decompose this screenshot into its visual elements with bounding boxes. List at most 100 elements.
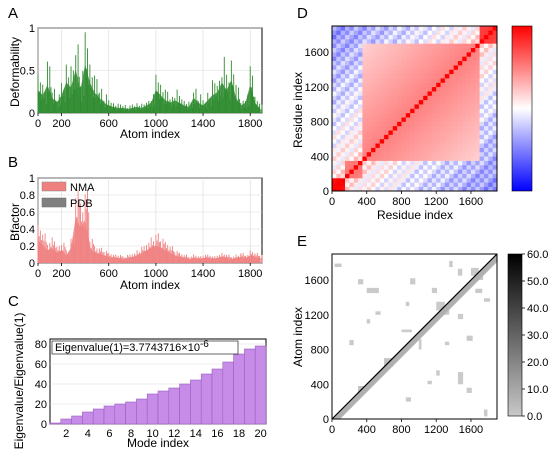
heatmap-cell: [431, 30, 437, 35]
heatmap-cell: [436, 65, 441, 70]
bar-mode-3: [71, 415, 83, 425]
heatmap-cell: [449, 91, 454, 96]
contact-patch-mirror: [457, 372, 464, 385]
heatmap-cell: [410, 86, 415, 92]
heatmap-cell: [379, 82, 385, 88]
heatmap-cell: [384, 169, 389, 174]
heatmap-cell: [405, 130, 411, 135]
heatmap-cell: [427, 164, 433, 170]
heatmap-cell: [336, 52, 341, 57]
heatmap-cell: [340, 173, 346, 179]
heatmap-cell: [483, 173, 489, 179]
x-axis-label-c: Mode index: [127, 436, 189, 450]
plot-frame-d: [331, 25, 498, 192]
heatmap-cell: [453, 30, 459, 35]
heatmap-cell: [466, 82, 472, 88]
heatmap-cell: [362, 121, 368, 127]
heatmap-cell: [418, 117, 424, 122]
heatmap-cell: [397, 82, 402, 88]
heatmap-cell: [436, 73, 441, 79]
heatmap-cell: [423, 91, 428, 96]
heatmap-cell: [470, 143, 476, 148]
heatmap-cell: [457, 151, 463, 157]
heatmap-cell: [444, 169, 450, 174]
heatmap-cell: [405, 112, 411, 118]
heatmap-cell: [462, 39, 467, 44]
colorbar-bar: [511, 25, 533, 192]
heatmap-cell: [362, 186, 368, 192]
heatmap-cell: [410, 39, 415, 44]
heatmap-cell: [358, 39, 363, 44]
heatmap-cell: [453, 108, 459, 114]
heatmap-cell: [375, 138, 381, 144]
heatmap-cell: [405, 186, 411, 192]
heatmap-cell: [457, 164, 463, 170]
heatmap-cell: [440, 82, 446, 88]
heatmap-cell: [475, 134, 480, 140]
heatmap-cell: [401, 130, 407, 135]
heatmap-cell: [431, 56, 437, 62]
heatmap-cell: [353, 160, 359, 166]
heatmap-cell: [436, 121, 441, 127]
heatmap-cell: [353, 169, 359, 174]
heatmap-cell: [431, 69, 437, 75]
heatmap-cell: [371, 112, 376, 118]
heatmap-cell: [375, 39, 381, 44]
heatmap-cell: [345, 147, 350, 153]
heatmap-cell: [358, 169, 363, 174]
heatmap-cell: [436, 169, 441, 174]
y-tick-label: 40: [35, 379, 47, 391]
heatmap-cell: [470, 52, 476, 57]
heatmap-cell: [457, 117, 463, 122]
heatmap-cell: [436, 112, 441, 118]
heatmap-cell: [340, 78, 346, 83]
heatmap-cell: [457, 26, 463, 31]
heatmap-cell: [427, 99, 433, 105]
heatmap-cell: [457, 95, 463, 101]
heatmap-cell: [392, 34, 398, 40]
x-axis-label-d: Residue index: [377, 208, 453, 222]
heatmap-cell: [453, 104, 459, 109]
heatmap-cell: [405, 30, 411, 35]
heatmap-cell: [470, 30, 476, 35]
heatmap-cell: [457, 78, 463, 83]
heatmap-cell: [349, 156, 355, 161]
heatmap-cell: [349, 34, 355, 40]
heatmap-cell: [336, 143, 341, 148]
heatmap-cell: [410, 160, 415, 166]
heatmap-cell: [388, 78, 394, 83]
x-ticks-d: 0 400 800 1200 1600: [329, 191, 483, 208]
heatmap-cell: [440, 186, 446, 192]
heatmap-cell: [431, 182, 437, 187]
heatmap-cell: [336, 26, 341, 31]
heatmap-cell: [349, 65, 355, 70]
heatmap-cell: [397, 52, 402, 57]
y-tick-label: 1: [29, 23, 35, 35]
heatmap-cell: [462, 56, 467, 62]
heatmap-cell: [332, 121, 337, 127]
x-ticks-c: 2 4 6 8 10 12 14 16 18 20: [63, 428, 267, 440]
heatmap-cell: [397, 151, 402, 157]
x-tick-label: 1800: [238, 118, 262, 130]
heatmap-cell: [336, 99, 341, 105]
heatmap-cell: [427, 82, 433, 88]
heatmap-cell: [466, 138, 472, 144]
heatmap-cell: [462, 60, 467, 66]
heatmap-cell: [431, 121, 437, 127]
heatmap-cell: [353, 52, 359, 57]
heatmap-cell: [440, 69, 446, 75]
heatmap-cell: [427, 95, 433, 101]
x-tick-label: 16: [211, 428, 223, 440]
heatmap-cell: [349, 108, 355, 114]
heatmap-cell: [457, 34, 463, 40]
heatmap-cell: [384, 47, 389, 53]
heatmap-cell: [475, 60, 480, 66]
y-tick-label: 0.6: [20, 207, 35, 219]
heatmap-cell: [366, 73, 372, 79]
heatmap-cell: [440, 26, 446, 31]
heatmap-cell: [488, 30, 493, 35]
heatmap-cell: [358, 112, 363, 118]
heatmap-cell: [371, 43, 376, 49]
heatmap-cell: [475, 99, 480, 105]
